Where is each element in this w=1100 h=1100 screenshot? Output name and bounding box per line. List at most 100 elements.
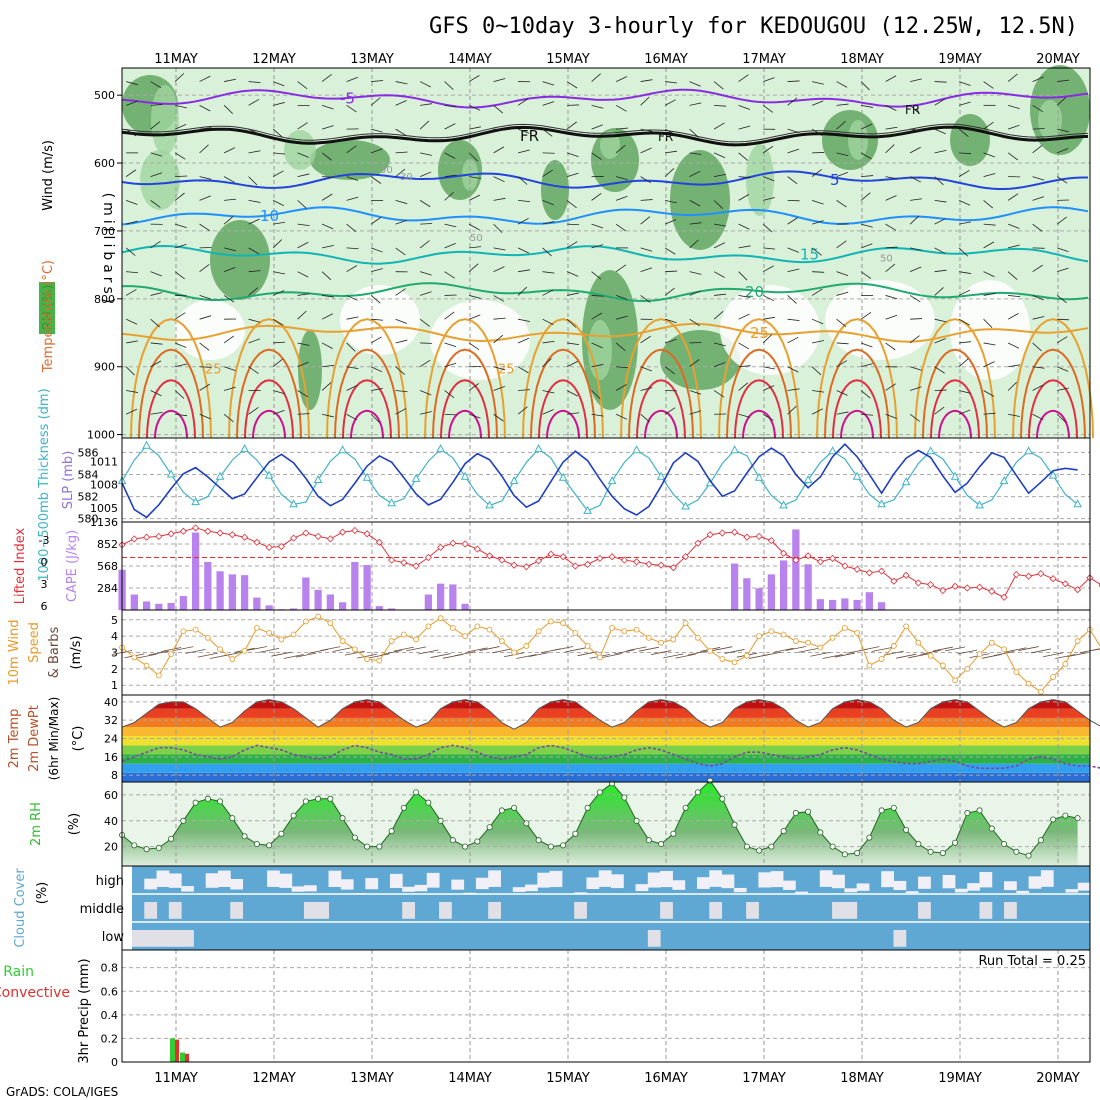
wind-barb [811,128,823,136]
lifted-index-point [130,535,138,543]
thickness-point [534,444,543,453]
wind-speed-point [1050,674,1056,680]
cloud-high-cell [1004,881,1017,891]
wind-barb [150,121,161,130]
wind-barb [714,173,726,178]
wind-speed-point [927,652,934,659]
wind-barb [395,318,407,324]
rh-shade [210,220,270,300]
wind-barb [689,170,701,177]
lifted-index-point [951,582,959,590]
wind-speed-point [890,643,897,649]
wind-barb [1007,152,1019,161]
wind-barb [640,295,651,303]
wind-barb [664,407,676,415]
wind-barb [406,646,427,652]
date-label-top: 20MAY [1036,52,1080,67]
cloud-low-cell [168,930,182,947]
warm-isotherm-arch [146,379,196,439]
wind-barb [885,75,897,82]
cloud-middle-cell [230,902,244,919]
thickness-point [1024,446,1033,455]
wind-barb [811,220,824,225]
rh-point [927,848,934,855]
cloud-high-cell [782,880,796,890]
wind-barb [346,265,358,273]
wind-barb [665,150,678,154]
lifted-index-point [265,543,273,551]
lifted-index-point [388,556,396,564]
thickness-point [926,446,935,455]
wind-speed-point [498,638,505,644]
warm-isotherm-arch [1020,348,1086,439]
slp-line [121,443,1078,519]
wind-barb [591,295,604,297]
wind-barb [958,409,971,415]
wind-barb [983,173,996,178]
wind-barb [419,271,432,276]
wind-barb [934,406,945,415]
isotherm-line [121,244,1089,265]
rh-point [400,804,407,811]
lifted-index-point [645,560,653,568]
cloud-high-cell [856,883,870,891]
wind-barb [1043,652,1064,658]
wind-speed-point [915,639,922,646]
wind-speed-point [511,649,517,656]
rh-point [780,828,787,835]
wind-barb [934,269,947,273]
wind-barb [958,318,970,326]
cloud-high-cell [647,872,661,888]
wind-barb [395,100,407,106]
wind-barb [517,98,529,106]
rh-shade [950,114,990,166]
wind-barb [738,382,749,391]
wind-barb [1006,647,1027,653]
cloud-high-cell [832,874,845,889]
wind-barb [714,293,727,296]
wind-barb [566,121,577,130]
wind-barb [1007,124,1020,130]
temp-band [122,727,1090,737]
wind-barb [493,128,506,131]
wind-barb [958,128,969,137]
wind-barb [738,125,751,130]
wind-barb [566,241,578,249]
top-date-axis: 11MAY 12MAY 13MAY 14MAY 15MAY 16MAY 17MAY 18MAY… [154,52,1080,67]
rh-point [572,830,579,837]
wind-barb [468,314,481,320]
wind-barb [885,195,897,201]
wind-barb [1007,73,1018,82]
rh-point [1013,848,1020,855]
cloud-high-cell [389,873,403,888]
cloud-high-cell [414,884,428,892]
y-tick-label: 0.8 [101,962,119,975]
wind-barb [640,267,653,273]
wind-barb [932,646,953,652]
footer-credit: GrADS: COLA/IGES [6,1085,118,1099]
wind-barb [223,215,234,225]
rh-point [915,841,922,848]
wind-barb [395,200,408,205]
wind-barb [199,342,210,351]
warm-isotherm-arch [636,379,686,439]
wind-barb [811,408,823,415]
rh-shade [298,330,322,410]
y-tick-label: 8 [111,769,118,782]
wind-barb [419,120,430,130]
cloud-high-cell [451,879,465,890]
wind-barb [542,358,552,368]
wind-barb [297,173,310,178]
rh-point [939,850,946,857]
wind-barb [1032,295,1044,301]
wind-barb [444,311,455,320]
wind-barb [346,247,359,250]
rh-point [486,824,493,831]
thickness-point [901,477,911,486]
warm-isotherm-arch [914,318,996,439]
wind-barb [713,200,724,210]
rh-point [315,795,322,802]
warm-isotherm-arch [522,318,604,439]
wind-barb [763,366,775,370]
wind-barb [738,271,748,281]
